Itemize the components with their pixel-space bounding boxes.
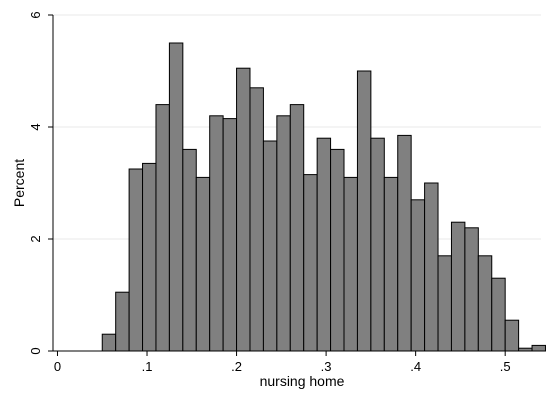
x-ticks: 0 .1 .2 .3 .4 .5 (54, 351, 511, 374)
bar-3 (142, 162, 157, 352)
bar-2 (128, 168, 144, 352)
bar-23 (410, 199, 426, 352)
x-tick-label-2: .2 (231, 359, 242, 374)
bar-32 (531, 344, 546, 352)
y-tick-label-1: 2 (28, 235, 43, 242)
bar-1 (115, 291, 130, 352)
bar-22 (397, 134, 412, 352)
x-tick-label-0: 0 (54, 359, 61, 374)
bar-19 (356, 70, 372, 352)
bar-4 (155, 104, 170, 352)
axes (52, 15, 541, 352)
bar-14 (289, 104, 305, 352)
bar-17 (330, 148, 345, 352)
bar-8 (209, 115, 224, 352)
x-axis-title: nursing home (260, 373, 345, 389)
bar-10 (236, 67, 251, 352)
bar-26 (450, 221, 466, 352)
bar-12 (262, 140, 278, 352)
y-tick-label-0: 0 (28, 347, 43, 354)
bar-30 (504, 319, 520, 352)
bar-20 (370, 137, 385, 352)
bar-15 (303, 174, 318, 352)
bar-6 (182, 148, 197, 352)
bar-27 (464, 227, 479, 352)
x-tick-label-3: .3 (321, 359, 332, 374)
x-tick-label-5: .5 (500, 359, 511, 374)
y-axis-title: Percent (11, 159, 27, 207)
bar-13 (276, 115, 291, 352)
bar-29 (491, 277, 506, 352)
bar-28 (477, 255, 493, 352)
bar-16 (316, 137, 332, 352)
bar-9 (222, 118, 238, 352)
y-ticks: 0 2 4 6 (28, 11, 53, 355)
bar-21 (383, 176, 399, 352)
bar-24 (424, 182, 439, 352)
x-tick-label-1: .1 (142, 359, 153, 374)
bar-5 (168, 42, 184, 352)
x-tick-label-4: .4 (410, 359, 421, 374)
bar-25 (437, 255, 452, 352)
bars (101, 42, 546, 352)
bar-11 (249, 87, 264, 352)
y-tick-label-3: 6 (28, 11, 43, 18)
bar-7 (195, 176, 211, 352)
bar-18 (343, 176, 358, 352)
y-tick-label-2: 4 (28, 123, 43, 130)
bar-0 (101, 333, 117, 352)
